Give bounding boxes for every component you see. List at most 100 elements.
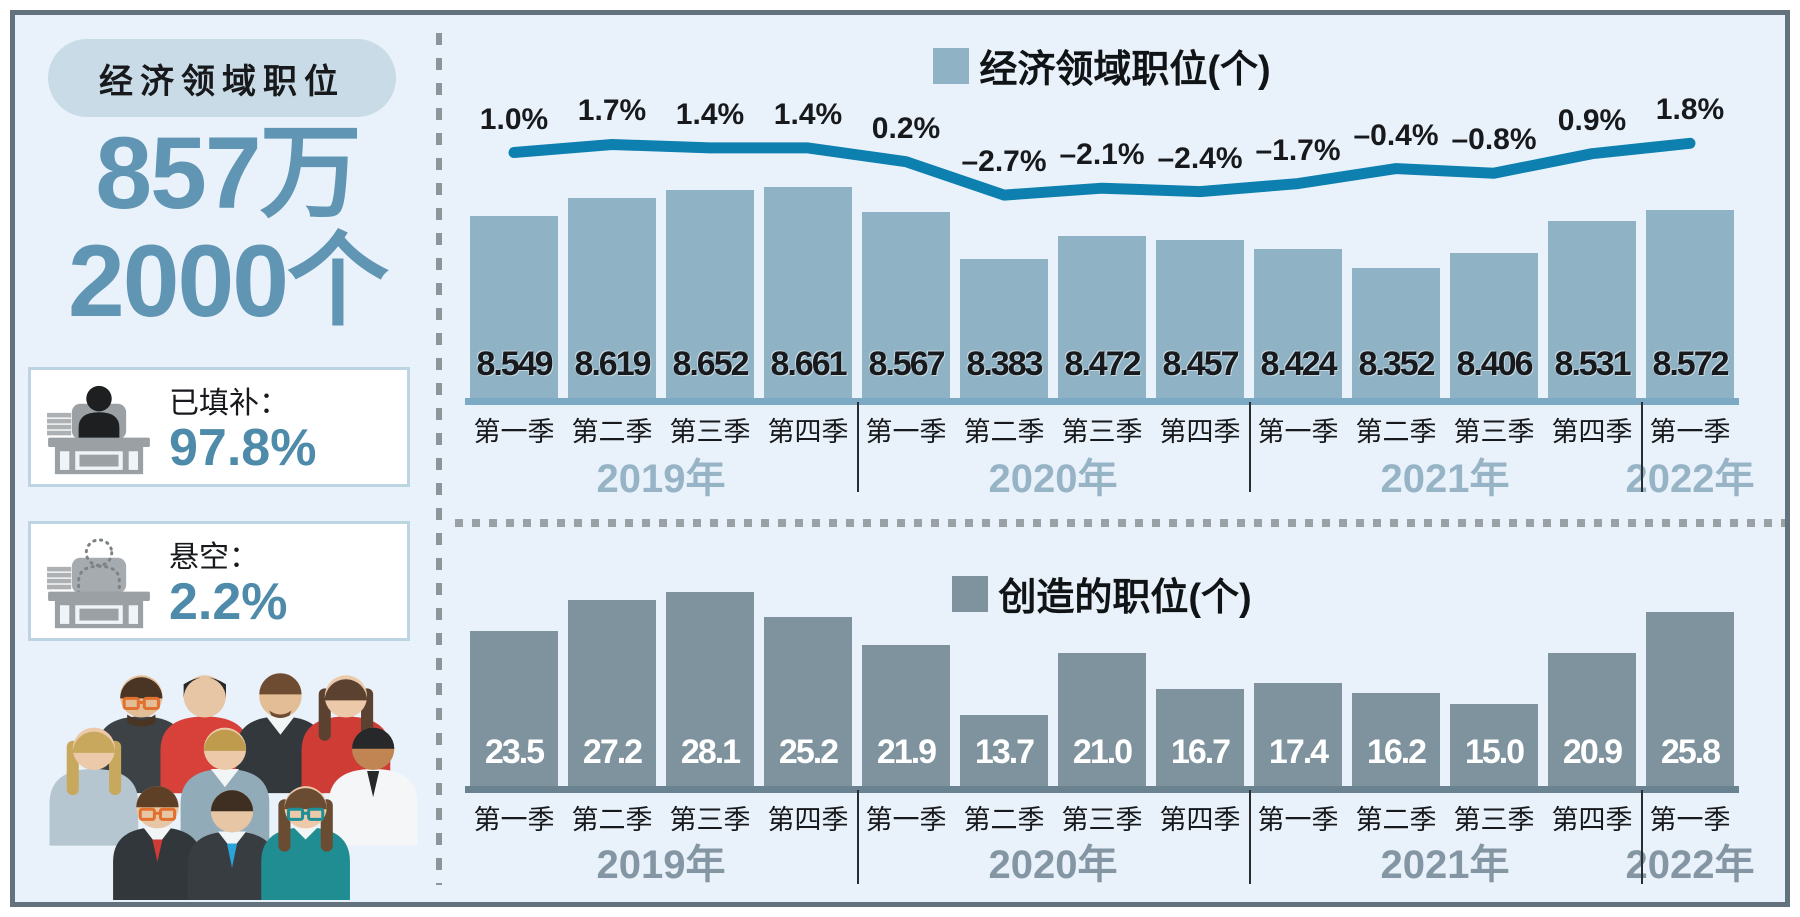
bar: 8.457 bbox=[1155, 240, 1245, 398]
quarter-label: 第二季 bbox=[1355, 417, 1437, 447]
bar: 8.572 bbox=[1645, 210, 1735, 398]
quarter-label: 第二季 bbox=[963, 417, 1045, 447]
year-separator bbox=[1249, 790, 1251, 884]
quarter-label: 第一季 bbox=[865, 417, 947, 447]
year-label: 2020年 bbox=[988, 457, 1118, 501]
quarter-label: 第一季 bbox=[1649, 805, 1731, 835]
headline-line2: 2000个 bbox=[68, 224, 389, 339]
bar-value-label: 25.2 bbox=[778, 733, 839, 771]
quarter-label: 第三季 bbox=[1061, 805, 1143, 835]
bar-column: 20.9 bbox=[1543, 653, 1641, 786]
economy-jobs-axis bbox=[465, 398, 1739, 405]
vacant-desk-icon bbox=[45, 537, 150, 628]
bar-value-label: 16.7 bbox=[1170, 733, 1231, 771]
quarter-label: 第四季 bbox=[1159, 417, 1241, 447]
bar-value-label: 8.383 bbox=[966, 345, 1043, 383]
quarter-label: 第一季 bbox=[1257, 417, 1339, 447]
bar-column: 27.2 bbox=[563, 599, 661, 786]
quarter-label: 第一季 bbox=[865, 805, 947, 835]
bar: 8.424 bbox=[1253, 248, 1343, 398]
bar: 23.5 bbox=[469, 631, 559, 786]
bar-value-label: 16.2 bbox=[1366, 733, 1427, 771]
growth-rate-label: 1.4% bbox=[675, 97, 745, 131]
people-illustration bbox=[49, 673, 418, 900]
bar: 8.549 bbox=[469, 216, 559, 398]
growth-rate-label: –2.4% bbox=[1157, 141, 1243, 175]
bar: 8.531 bbox=[1547, 220, 1637, 398]
bar-column: 8.549 bbox=[465, 216, 563, 398]
created-jobs-axis bbox=[465, 786, 1739, 793]
bar-value-label: 25.8 bbox=[1660, 733, 1721, 771]
bar-column: 8.406 bbox=[1445, 253, 1543, 398]
bar: 8.352 bbox=[1351, 267, 1441, 398]
bar-value-label: 23.5 bbox=[484, 733, 545, 771]
bar-column: 25.2 bbox=[759, 616, 857, 786]
bar: 20.9 bbox=[1547, 653, 1637, 786]
bar-value-label: 8.572 bbox=[1652, 345, 1729, 383]
bar-column: 8.352 bbox=[1347, 267, 1445, 398]
quarter-label: 第四季 bbox=[1551, 417, 1633, 447]
economy-jobs-legend: 经济领域职位(个) bbox=[465, 38, 1739, 93]
quarter-label: 第一季 bbox=[473, 805, 555, 835]
quarter-label: 第四季 bbox=[767, 417, 849, 447]
growth-rate-label: 1.8% bbox=[1655, 93, 1725, 127]
bar: 16.7 bbox=[1155, 689, 1245, 786]
bar: 8.406 bbox=[1449, 253, 1539, 398]
bar-value-label: 13.7 bbox=[974, 733, 1035, 771]
vacant-label: 悬空： bbox=[169, 541, 259, 575]
bar: 15.0 bbox=[1449, 703, 1539, 786]
bar: 16.2 bbox=[1351, 693, 1441, 786]
stat-vacant: 悬空： 2.2% bbox=[28, 521, 410, 641]
created-jobs-plot: 23.5 27.2 28.1 25.2 21.9 13.7 21.0 16.7 17.4 16.2… bbox=[465, 556, 1739, 786]
horizontal-dotted-divider bbox=[455, 519, 1785, 527]
growth-rate-label: 0.2% bbox=[871, 111, 941, 145]
bar: 13.7 bbox=[959, 714, 1049, 786]
bar-value-label: 8.352 bbox=[1358, 345, 1435, 383]
year-separator bbox=[1249, 402, 1251, 492]
bar-column: 21.9 bbox=[857, 644, 955, 786]
quarter-label: 第三季 bbox=[669, 417, 751, 447]
year-separator bbox=[857, 790, 859, 884]
bar-column: 17.4 bbox=[1249, 683, 1347, 786]
growth-rate-label: –1.7% bbox=[1255, 133, 1341, 167]
quarter-label: 第二季 bbox=[963, 805, 1045, 835]
headline-line1: 857万 bbox=[95, 116, 361, 230]
year-separator bbox=[857, 402, 859, 492]
bar: 21.0 bbox=[1057, 652, 1147, 786]
headline-total: 857万 2000个 bbox=[20, 119, 435, 335]
year-label: 2019年 bbox=[596, 457, 726, 501]
quarter-label: 第三季 bbox=[1061, 417, 1143, 447]
bar-value-label: 27.2 bbox=[582, 733, 643, 771]
legend-swatch-top bbox=[933, 47, 970, 84]
quarter-label: 第一季 bbox=[1649, 417, 1731, 447]
bar-column: 8.652 bbox=[661, 189, 759, 398]
bar-column: 8.383 bbox=[955, 259, 1053, 398]
bar: 25.8 bbox=[1645, 611, 1735, 786]
year-label: 2022年 bbox=[1625, 843, 1755, 887]
bar: 25.2 bbox=[763, 616, 853, 786]
bar: 28.1 bbox=[665, 592, 755, 786]
bar-value-label: 20.9 bbox=[1562, 733, 1623, 771]
quarter-label: 第三季 bbox=[669, 805, 751, 835]
bar: 8.383 bbox=[959, 259, 1049, 398]
bar-value-label: 15.0 bbox=[1464, 733, 1525, 771]
growth-rate-label: –0.8% bbox=[1451, 123, 1537, 157]
quarter-label: 第三季 bbox=[1453, 417, 1535, 447]
bar-value-label: 8.424 bbox=[1260, 345, 1337, 383]
bar-value-label: 8.567 bbox=[868, 345, 945, 383]
created-jobs-chart: 创造的职位(个) 23.5 27.2 28.1 25.2 21.9 13.7 21.0 16.… bbox=[465, 556, 1754, 902]
quarter-label: 第四季 bbox=[1551, 805, 1633, 835]
bar: 17.4 bbox=[1253, 683, 1343, 786]
bar-value-label: 8.531 bbox=[1554, 345, 1631, 383]
person-silhouette-vacant bbox=[77, 537, 121, 595]
growth-rate-label: –2.1% bbox=[1059, 138, 1145, 172]
legend-swatch-bottom bbox=[952, 575, 989, 612]
quarter-label: 第二季 bbox=[1355, 805, 1437, 835]
bar-value-label: 17.4 bbox=[1268, 733, 1329, 771]
bar-column: 8.472 bbox=[1053, 236, 1151, 398]
quarter-label: 第三季 bbox=[1453, 805, 1535, 835]
person-silhouette-filled bbox=[78, 385, 120, 439]
legend-label-bottom: 创造的职位(个) bbox=[998, 577, 1252, 619]
year-label: 2022年 bbox=[1625, 457, 1755, 501]
